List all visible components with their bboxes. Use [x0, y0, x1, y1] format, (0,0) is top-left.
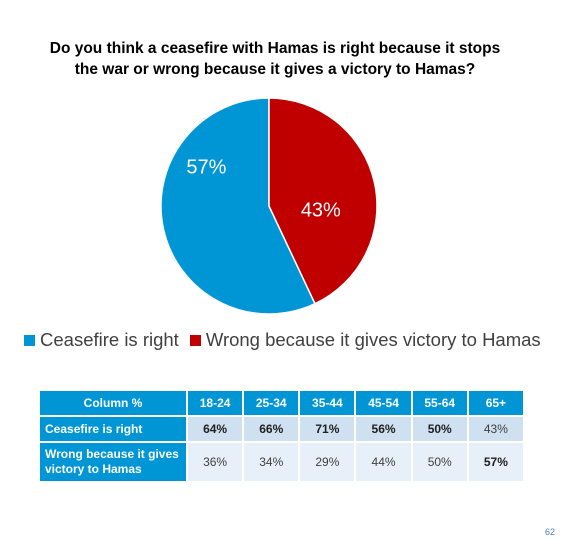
legend-swatch-ceasefire — [24, 334, 35, 346]
table-cell: 71% — [298, 415, 357, 443]
table-corner: Column % — [38, 389, 188, 417]
chart-title: Do you think a ceasefire with Hamas is r… — [30, 38, 520, 80]
table-header-row: Column % 18-24 25-34 35-44 45-54 55-64 6… — [38, 389, 526, 417]
page-number: 62 — [545, 527, 556, 537]
column-header: 65+ — [466, 389, 526, 417]
column-header: 45-54 — [354, 389, 413, 417]
column-header: 25-34 — [242, 389, 301, 417]
pie-slice-ceasefire — [160, 97, 316, 315]
table-row: Wrong because it gives victory to Hamas … — [38, 441, 526, 483]
table-cell: 50% — [410, 441, 469, 483]
age-breakdown-table: Column % 18-24 25-34 35-44 45-54 55-64 6… — [38, 389, 526, 483]
pie-data-label-ceasefire: 57% — [186, 156, 226, 178]
row-label: Ceasefire is right — [38, 415, 188, 443]
legend-label-ceasefire: Ceasefire is right — [40, 329, 179, 350]
table-cell: 64% — [185, 415, 245, 443]
column-header: 35-44 — [298, 389, 357, 417]
table-row: Ceasefire is right 64% 66% 71% 56% 50% 4… — [38, 415, 526, 443]
column-header: 55-64 — [410, 389, 469, 417]
legend-label-wrong: Wrong because it gives victory to Hamas — [205, 329, 541, 350]
table-cell: 50% — [410, 415, 469, 443]
legend-swatch-wrong — [189, 334, 201, 346]
table-cell: 34% — [242, 441, 301, 483]
title-line-1: Do you think a ceasefire with Hamas is r… — [49, 40, 501, 57]
legend-item-ceasefire: Ceasefire is right — [24, 329, 179, 351]
pie-data-label-wrong: 43% — [301, 200, 341, 222]
table-cell: 44% — [354, 441, 413, 483]
table-cell: 29% — [298, 441, 357, 483]
pie-slice-wrong — [268, 97, 378, 305]
row-label: Wrong because it gives victory to Hamas — [38, 441, 188, 483]
legend: Ceasefire is right Wrong because it give… — [24, 329, 552, 351]
table-cell: 57% — [466, 441, 526, 483]
table-cell: 36% — [185, 441, 245, 483]
column-header: 18-24 — [185, 389, 245, 417]
title-line-2: the war or wrong because it gives a vict… — [74, 61, 476, 78]
pie-chart: 57% 43% — [160, 97, 378, 315]
legend-item-wrong: Wrong because it gives victory to Hamas — [189, 329, 541, 351]
table-cell: 66% — [242, 415, 301, 443]
table-cell: 56% — [354, 415, 413, 443]
table-cell: 43% — [466, 415, 526, 443]
